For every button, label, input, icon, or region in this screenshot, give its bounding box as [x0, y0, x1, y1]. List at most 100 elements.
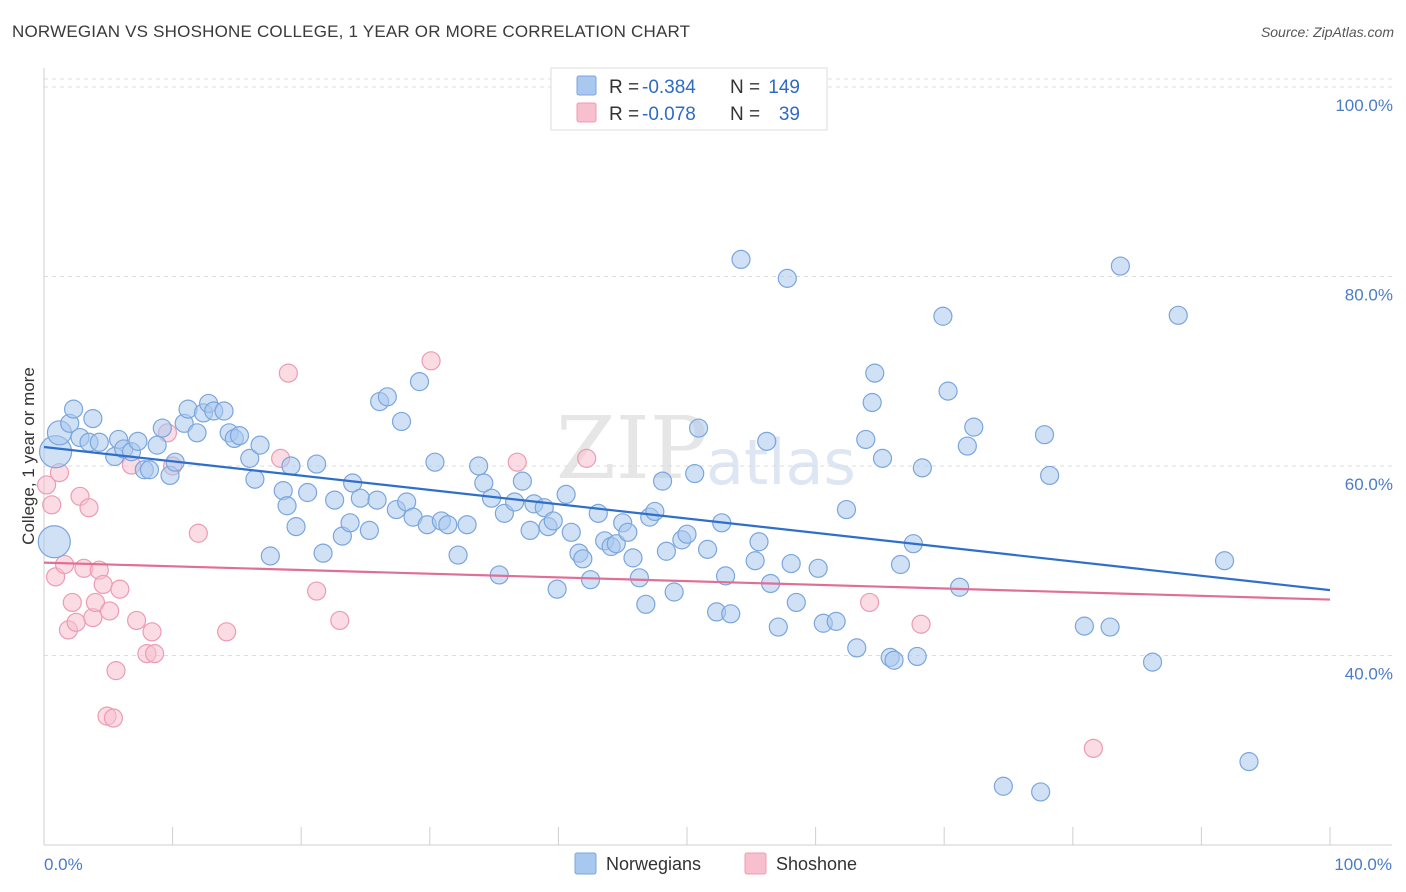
shoshone-point-35 — [577, 448, 597, 468]
norwegians-point-61 — [469, 456, 489, 476]
chart-title: NORWEGIAN VS SHOSHONE COLLEGE, 1 YEAR OR… — [12, 22, 691, 41]
norwegians-point-33 — [260, 546, 280, 566]
shoshone-point-7 — [66, 612, 86, 632]
x-tick-label-100: 100.0% — [1334, 855, 1392, 874]
y-tick-labels: 40.0% 60.0% 80.0% 100.0% — [1335, 96, 1393, 684]
norwegians-point-68 — [520, 520, 540, 541]
norwegians-point-100 — [715, 566, 736, 586]
norwegians-point-41 — [325, 490, 345, 510]
shoshone-point-10 — [79, 498, 99, 518]
legend-r-label-2: R = — [609, 104, 639, 125]
norwegians-point-82 — [606, 534, 626, 554]
norwegians-point-130 — [964, 417, 984, 437]
bottom-legend-swatch-shoshone — [744, 852, 767, 875]
norwegians-point-138 — [1142, 652, 1163, 672]
norwegians-point-121 — [884, 650, 904, 670]
norwegians-point-78 — [580, 570, 601, 590]
norwegians-point-126 — [933, 306, 953, 326]
shoshone-point-4 — [54, 554, 75, 575]
norwegians-point-103 — [745, 551, 765, 571]
norwegians-point-40 — [313, 543, 333, 563]
shoshone-point-30 — [278, 363, 298, 383]
shoshone-point-18 — [106, 661, 126, 681]
norwegians-point-8 — [89, 432, 109, 452]
norwegians-point-116 — [856, 429, 876, 450]
norwegians-point-110 — [786, 592, 806, 613]
bottom-legend-swatch-norwegians — [574, 852, 597, 875]
x-tick-label-0: 0.0% — [44, 855, 83, 874]
norwegians-point-66 — [505, 492, 525, 512]
norwegians-point-16 — [147, 435, 167, 455]
shoshone-point-23 — [142, 622, 162, 642]
shoshone-points — [36, 351, 1103, 758]
y-tick-label-100: 100.0% — [1335, 96, 1393, 115]
stats-legend: R = -0.384 N = 149 R = -0.078 N = 39 — [550, 67, 828, 131]
norwegians-point-107 — [768, 617, 788, 637]
shoshone-point-16 — [99, 601, 120, 621]
norwegians-point-128 — [950, 577, 970, 597]
legend-r-value-2: -0.078 — [642, 104, 696, 125]
norwegians-point-133 — [1034, 425, 1055, 445]
norwegians-point-60 — [457, 515, 477, 535]
norwegians-point-72 — [543, 511, 563, 531]
legend-n-value-1: 149 — [768, 77, 800, 98]
norwegians-point-108 — [777, 268, 797, 288]
norwegians-points — [37, 249, 1259, 802]
norwegians-point-102 — [731, 249, 751, 270]
y-axis-label: College, 1 year or more — [19, 367, 38, 545]
bottom-legend-label-shoshone: Shoshone — [776, 854, 857, 874]
shoshone-point-12 — [85, 592, 106, 613]
norwegians-point-140 — [1214, 551, 1235, 571]
shoshone-point-31 — [307, 581, 327, 601]
norwegians-point-7 — [83, 408, 103, 429]
y-tick-label-60: 60.0% — [1345, 475, 1393, 494]
norwegians-point-84 — [618, 522, 638, 542]
norwegians-point-114 — [836, 499, 857, 520]
shoshone-trend-line — [43, 561, 1331, 601]
series-legend: Norwegians Shoshone — [574, 852, 857, 875]
norwegians-point-97 — [697, 539, 718, 559]
norwegians-point-89 — [645, 501, 665, 522]
shoshone-point-36 — [860, 592, 880, 613]
norwegians-point-122 — [890, 554, 911, 575]
y-tick-label-80: 80.0% — [1345, 285, 1393, 304]
norwegians-point-132 — [1031, 782, 1051, 802]
norwegians-point-67 — [512, 471, 532, 491]
norwegians-point-15 — [139, 460, 160, 480]
source-credit: Source: ZipAtlas.com — [1260, 24, 1394, 40]
norwegians-point-111 — [808, 558, 828, 578]
legend-r-value-1: -0.384 — [642, 77, 696, 98]
norwegians-point-85 — [623, 548, 643, 568]
norwegians-point-127 — [938, 381, 958, 401]
norwegians-point-47 — [367, 490, 387, 510]
legend-swatch-shoshone — [576, 102, 597, 123]
norwegians-point-13 — [128, 431, 148, 451]
watermark-atlas: atlas — [706, 426, 856, 499]
norwegians-point-124 — [907, 646, 927, 667]
norwegians-point-101 — [721, 604, 741, 624]
watermark-zip: ZIP — [556, 399, 708, 499]
norwegians-point-22 — [187, 423, 207, 443]
shoshone-point-38 — [1083, 738, 1103, 758]
shoshone-point-6 — [62, 592, 82, 613]
norwegians-point-115 — [847, 638, 867, 658]
norwegians-point-31 — [250, 435, 270, 455]
legend-r-label-1: R = — [609, 77, 639, 98]
legend-n-label-1: N = — [730, 77, 760, 98]
shoshone-point-24 — [144, 643, 165, 664]
norwegians-point-17 — [152, 418, 172, 438]
norwegians-point-135 — [1074, 616, 1094, 636]
shoshone-point-14 — [93, 574, 113, 595]
norwegians-point-37 — [286, 517, 306, 537]
shoshone-point-32 — [330, 610, 350, 631]
norwegians-point-26 — [214, 401, 234, 421]
norwegians-point-131 — [993, 776, 1013, 796]
norwegians-point-38 — [298, 482, 318, 503]
norwegians-point-118 — [865, 363, 885, 383]
norwegians-point-125 — [912, 458, 932, 478]
norwegians-point-96 — [688, 418, 709, 438]
norwegians-point-90 — [652, 471, 673, 491]
norwegians-point-109 — [781, 553, 801, 574]
norwegians-point-29 — [229, 426, 250, 446]
